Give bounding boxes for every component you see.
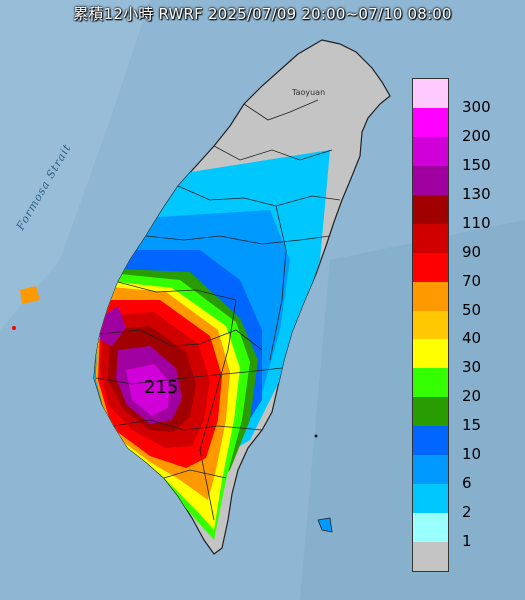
legend-swatch xyxy=(413,542,448,572)
county-boundaries xyxy=(95,99,341,521)
legend-swatch xyxy=(413,368,448,398)
legend-swatch xyxy=(413,397,448,427)
rainfall-legend: 300 200 150 130 110 90 70 50 40 30 20 15 10 6 2 1 xyxy=(412,78,512,572)
legend-label: 70 xyxy=(462,271,482,290)
legend-swatch xyxy=(413,223,448,254)
legend-label: 90 xyxy=(462,242,482,261)
legend-swatch xyxy=(413,339,448,369)
legend-swatch xyxy=(413,484,448,514)
legend-label: 1 xyxy=(462,532,472,551)
rain-area-purple-west xyxy=(100,306,126,346)
legend-label: 40 xyxy=(462,329,482,348)
legend-swatch xyxy=(413,136,448,167)
legend-label: 150 xyxy=(462,155,491,174)
legend-label: 50 xyxy=(462,300,482,319)
legend-label: 6 xyxy=(462,474,472,493)
legend-swatch xyxy=(413,426,448,456)
legend-swatch xyxy=(413,310,448,340)
legend-label: 300 xyxy=(462,97,491,116)
legend-swatch xyxy=(413,252,448,283)
legend-label: 2 xyxy=(462,503,472,522)
legend-label: 20 xyxy=(462,387,482,406)
legend-swatch xyxy=(413,281,448,312)
legend-colorbar xyxy=(412,78,449,572)
offshore-islands xyxy=(12,286,333,533)
max-rainfall-label: 215 xyxy=(144,377,179,398)
legend-swatch xyxy=(413,194,448,225)
legend-swatch xyxy=(413,107,448,138)
legend-swatch xyxy=(413,513,448,543)
map-title: 累積12小時 RWRF 2025/07/09 20:00~07/10 08:00 xyxy=(73,5,452,23)
legend-label: 10 xyxy=(462,445,482,464)
rain-area-150mm xyxy=(126,364,170,416)
legend-label: 30 xyxy=(462,358,482,377)
legend-swatch xyxy=(413,79,448,109)
city-label: Taoyuan xyxy=(292,88,326,97)
legend-label: 200 xyxy=(462,126,491,145)
legend-swatch xyxy=(413,455,448,485)
legend-swatch xyxy=(413,165,448,196)
legend-label: 110 xyxy=(462,213,491,232)
legend-label: 15 xyxy=(462,416,482,435)
legend-label: 130 xyxy=(462,184,491,203)
sea-shading xyxy=(0,0,150,330)
